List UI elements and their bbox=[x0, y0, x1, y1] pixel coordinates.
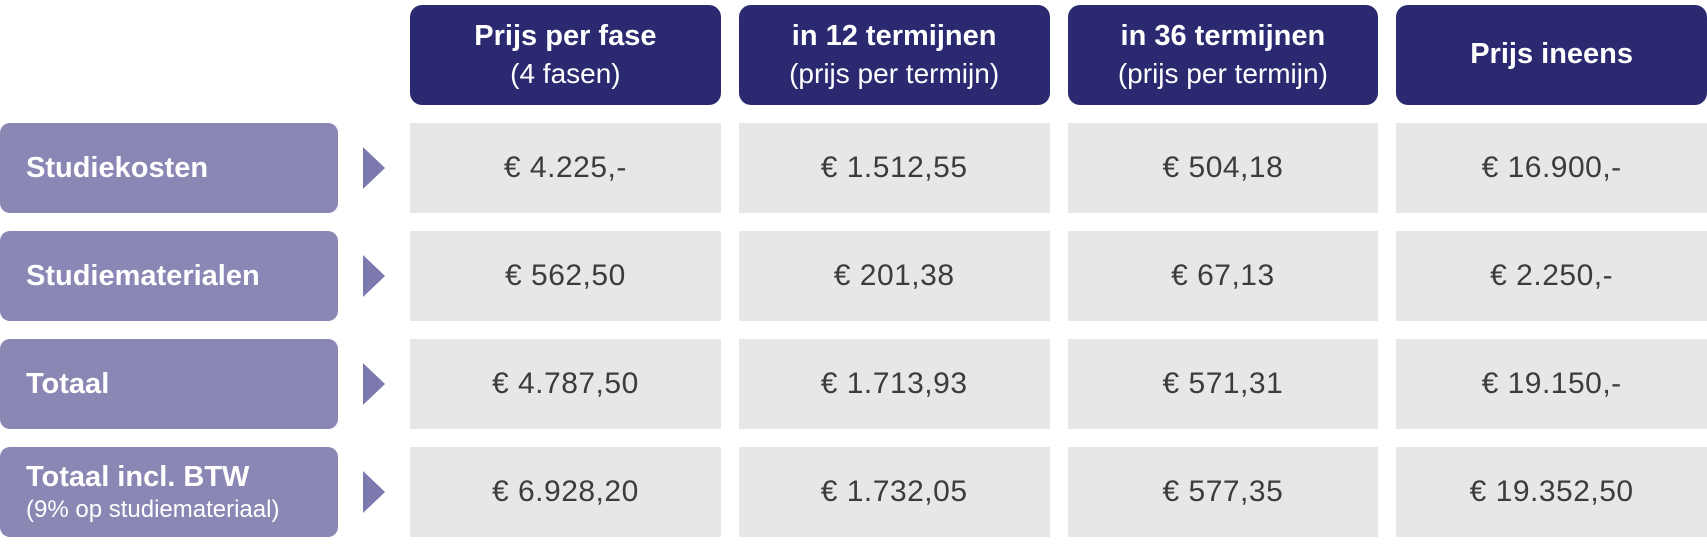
value-cell: € 16.900,- bbox=[1396, 123, 1707, 213]
column-header-title: in 36 termijnen bbox=[1120, 19, 1326, 52]
table-row-totaal-incl-btw: Totaal incl. BTW (9% op studiemateriaal)… bbox=[0, 447, 1707, 537]
value-cell: € 577,35 bbox=[1067, 447, 1379, 537]
column-header-title: Prijs per fase bbox=[474, 19, 657, 52]
arrow-zone bbox=[356, 231, 392, 321]
arrow-right-icon bbox=[363, 255, 385, 297]
value-cell: € 1.512,55 bbox=[738, 123, 1050, 213]
row-label-title: Totaal incl. BTW bbox=[26, 460, 250, 493]
column-header-12-termijnen: in 12 termijnen (prijs per termijn) bbox=[738, 5, 1050, 105]
row-label: Totaal incl. BTW (9% op studiemateriaal) bbox=[0, 447, 338, 537]
column-header-subtitle: (4 fasen) bbox=[510, 57, 621, 89]
row-label: Studiekosten bbox=[0, 123, 338, 213]
table-row-studiematerialen: Studiematerialen € 562,50 € 201,38 € 67,… bbox=[0, 231, 1707, 321]
column-header-prijs-per-fase: Prijs per fase (4 fasen) bbox=[410, 5, 721, 105]
arrow-right-icon bbox=[363, 147, 385, 189]
value-cell: € 571,31 bbox=[1067, 339, 1379, 429]
arrow-zone bbox=[356, 123, 392, 213]
value-cell: € 562,50 bbox=[410, 231, 721, 321]
column-header-subtitle: (prijs per termijn) bbox=[789, 57, 1000, 89]
table-row-studiekosten: Studiekosten € 4.225,- € 1.512,55 € 504,… bbox=[0, 123, 1707, 213]
row-label-title: Studiekosten bbox=[26, 151, 209, 184]
value-cell: € 504,18 bbox=[1067, 123, 1379, 213]
arrow-right-icon bbox=[363, 471, 385, 513]
value-cell: € 67,13 bbox=[1067, 231, 1379, 321]
value-cell: € 4.225,- bbox=[410, 123, 721, 213]
header-spacer bbox=[0, 5, 392, 105]
value-cell: € 1.732,05 bbox=[738, 447, 1050, 537]
column-header-prijs-ineens: Prijs ineens bbox=[1396, 5, 1707, 105]
column-header-subtitle: (prijs per termijn) bbox=[1117, 57, 1328, 89]
value-cell: € 19.352,50 bbox=[1396, 447, 1707, 537]
value-cell: € 1.713,93 bbox=[738, 339, 1050, 429]
row-label-title: Studiematerialen bbox=[26, 259, 260, 292]
arrow-zone bbox=[356, 339, 392, 429]
value-cell: € 4.787,50 bbox=[410, 339, 721, 429]
value-cell: € 19.150,- bbox=[1396, 339, 1707, 429]
row-label: Totaal bbox=[0, 339, 338, 429]
column-header-title: Prijs ineens bbox=[1470, 38, 1634, 71]
value-cell: € 201,38 bbox=[738, 231, 1050, 321]
row-label-title: Totaal bbox=[26, 367, 110, 400]
arrow-zone bbox=[356, 447, 392, 537]
value-cell: € 2.250,- bbox=[1396, 231, 1707, 321]
column-header-title: in 12 termijnen bbox=[791, 19, 997, 52]
column-header-36-termijnen: in 36 termijnen (prijs per termijn) bbox=[1067, 5, 1379, 105]
arrow-right-icon bbox=[363, 363, 385, 405]
value-cell: € 6.928,20 bbox=[410, 447, 721, 537]
row-label-subtitle: (9% op studiemateriaal) bbox=[26, 496, 280, 524]
table-row-totaal: Totaal € 4.787,50 € 1.713,93 € 571,31 € … bbox=[0, 339, 1707, 429]
row-label: Studiematerialen bbox=[0, 231, 338, 321]
header-row: Prijs per fase (4 fasen) in 12 termijnen… bbox=[0, 5, 1707, 105]
